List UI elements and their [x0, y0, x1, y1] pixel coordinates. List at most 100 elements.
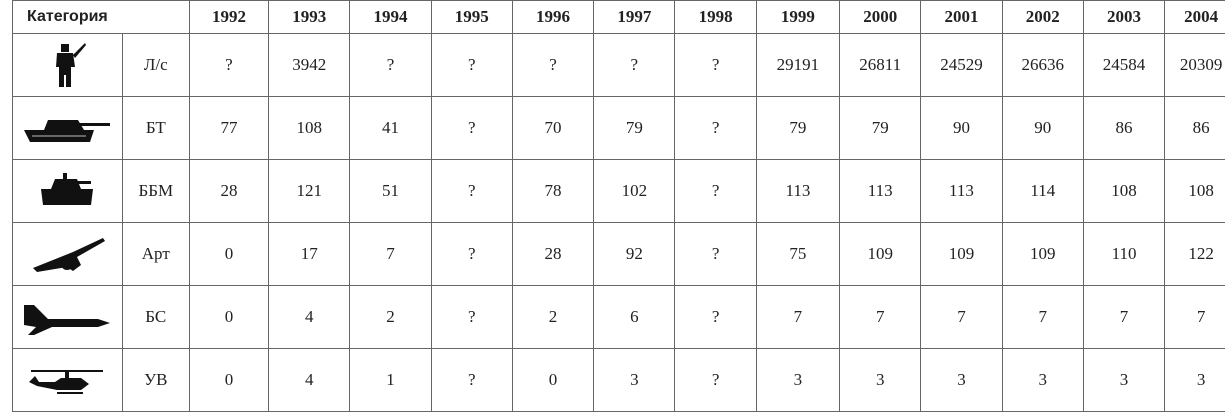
value-cell: 3 — [839, 348, 922, 412]
year-header: 2000 — [839, 0, 922, 34]
year-header: 1995 — [430, 0, 513, 34]
value-cell: ? — [674, 285, 757, 349]
value-cell: 7 — [920, 285, 1003, 349]
value-cell: ? — [674, 222, 757, 286]
value-cell: 4 — [268, 285, 351, 349]
value-cell: 20309 — [1164, 33, 1225, 97]
table-row: УВ 0 4 1? 0 3? 3 3 3 3 3 3 — [12, 348, 1225, 412]
value-cell: 0 — [188, 222, 270, 286]
year-header: 2003 — [1082, 0, 1166, 34]
value-cell: 0 — [511, 348, 595, 412]
year-header: 1997 — [593, 0, 676, 34]
year-header: 1998 — [674, 0, 757, 34]
value-cell: 79 — [593, 96, 676, 160]
value-cell: 92 — [593, 222, 676, 286]
value-cell: ? — [430, 33, 513, 97]
value-cell: 113 — [839, 159, 922, 223]
category-icon — [29, 370, 104, 394]
value-cell: 6 — [593, 285, 676, 349]
year-header: 1992 — [188, 0, 270, 34]
value-cell: 121 — [268, 159, 351, 223]
value-cell: 109 — [920, 222, 1003, 286]
value-cell: ? — [349, 33, 432, 97]
value-cell: 28 — [511, 222, 595, 286]
value-cell: 102 — [593, 159, 676, 223]
value-cell: 7 — [755, 285, 841, 349]
value-cell: 0 — [188, 285, 270, 349]
value-cell: 3 — [1082, 348, 1166, 412]
category-icon — [24, 305, 111, 335]
category-label: БС — [121, 285, 190, 349]
category-label: БТ — [121, 96, 190, 160]
icon-cell — [12, 159, 123, 223]
value-cell: 109 — [1001, 222, 1084, 286]
table-row: БС 0 4 2? 2 6? 7 7 7 7 7 7 — [12, 285, 1225, 349]
value-cell: ? — [674, 159, 757, 223]
category-label: ББМ — [121, 159, 190, 223]
value-cell: 90 — [920, 96, 1003, 160]
value-cell: 17 — [268, 222, 351, 286]
value-cell: 75 — [755, 222, 841, 286]
table-row: Л/с? 3942????? 29191 26811 24529 26636 24584 20… — [12, 33, 1225, 97]
value-cell: 0 — [188, 348, 270, 412]
value-cell: 7 — [1082, 285, 1166, 349]
year-header: 1993 — [268, 0, 351, 34]
value-cell: 7 — [1164, 285, 1225, 349]
table-row: БТ 77 108 41? 70 79? 79 79 90 90 86 86 — [12, 96, 1225, 160]
value-cell: 113 — [920, 159, 1003, 223]
value-cell: 122 — [1164, 222, 1225, 286]
value-cell: 90 — [1001, 96, 1084, 160]
table-body: Л/с? 3942????? 29191 26811 24529 26636 24584 20… — [12, 33, 1225, 412]
table-row: ББМ 28 121 51? 78 102? 113 113 113 114 108 108 — [12, 159, 1225, 223]
category-icon — [41, 173, 94, 205]
value-cell: 108 — [268, 96, 351, 160]
value-cell: ? — [674, 96, 757, 160]
value-cell: 78 — [511, 159, 595, 223]
value-cell: ? — [674, 33, 757, 97]
year-header: 1999 — [755, 0, 841, 34]
icon-cell — [12, 33, 123, 97]
value-cell: 3 — [755, 348, 841, 412]
value-cell: ? — [511, 33, 595, 97]
value-cell: 110 — [1082, 222, 1166, 286]
value-cell: 3 — [593, 348, 676, 412]
year-header: 2001 — [920, 0, 1003, 34]
year-header: 2002 — [1001, 0, 1084, 34]
table-row: Арт 0 17 7? 28 92? 75 109 109 109 110 122 — [12, 222, 1225, 286]
value-cell: 41 — [349, 96, 432, 160]
value-cell: ? — [430, 222, 513, 286]
value-cell: ? — [674, 348, 757, 412]
category-label: УВ — [121, 348, 190, 412]
year-header: 1996 — [511, 0, 595, 34]
value-cell: ? — [430, 348, 513, 412]
value-cell: ? — [430, 96, 513, 160]
data-table: Категория 1992 1993 1994 1995 1996 1997 1998 199… — [12, 0, 1225, 412]
category-icon — [56, 43, 87, 87]
value-cell: 28 — [188, 159, 270, 223]
value-cell: ? — [430, 159, 513, 223]
value-cell: 2 — [349, 285, 432, 349]
value-cell: 26636 — [1001, 33, 1084, 97]
value-cell: 3942 — [268, 33, 351, 97]
header-row: Категория 1992 1993 1994 1995 1996 1997 1998 199… — [12, 0, 1225, 34]
value-cell: 1 — [349, 348, 432, 412]
value-cell: 2 — [511, 285, 595, 349]
value-cell: 7 — [349, 222, 432, 286]
year-header: 2004 — [1164, 0, 1225, 34]
value-cell: 3 — [1001, 348, 1084, 412]
value-cell: 109 — [839, 222, 922, 286]
value-cell: 108 — [1082, 159, 1166, 223]
value-cell: 7 — [1001, 285, 1084, 349]
icon-cell — [12, 96, 123, 160]
category-icon — [24, 120, 111, 142]
value-cell: ? — [593, 33, 676, 97]
category-header: Категория — [12, 0, 190, 34]
category-label: Л/с — [121, 33, 190, 97]
value-cell: 108 — [1164, 159, 1225, 223]
category-icon — [33, 238, 106, 272]
value-cell: 26811 — [839, 33, 922, 97]
table-header: Категория 1992 1993 1994 1995 1996 1997 1998 199… — [12, 0, 1225, 34]
year-header: 1994 — [349, 0, 432, 34]
value-cell: 114 — [1001, 159, 1084, 223]
value-cell: ? — [430, 285, 513, 349]
